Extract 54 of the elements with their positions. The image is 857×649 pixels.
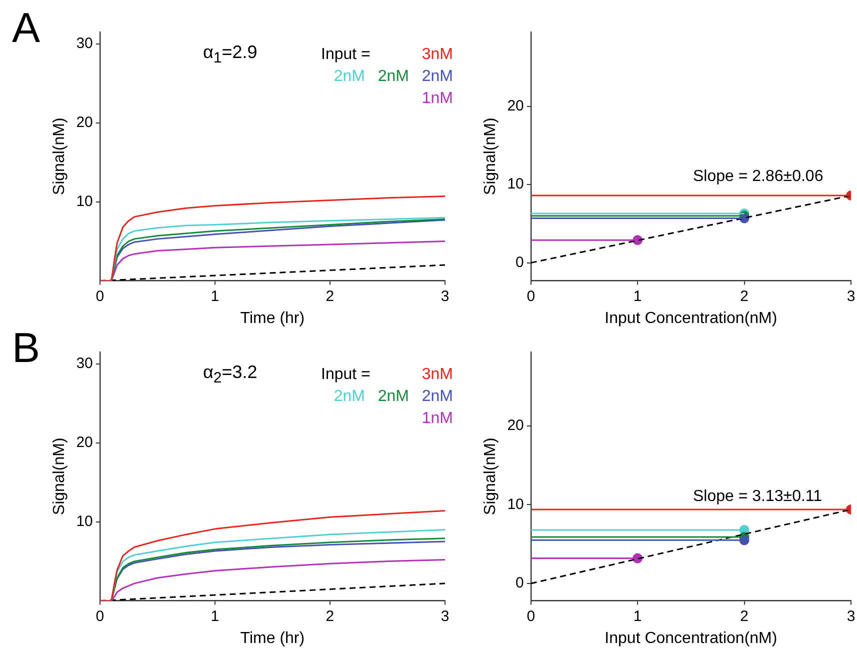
text: 3nM <box>420 45 453 65</box>
annotation: Slope = 3.13±0.11 <box>693 488 822 506</box>
text: 2nM <box>420 67 453 87</box>
x-axis-title: Time (hr) <box>240 310 305 327</box>
text: B <box>12 324 40 372</box>
y-tick-label: 20 <box>507 417 524 434</box>
y-tick-label: 0 <box>516 254 524 271</box>
x-tick-label: 0 <box>96 608 104 625</box>
x-tick-label: 0 <box>96 288 104 305</box>
y-axis-title: Signal(nM) <box>51 438 68 516</box>
annotation: α$_{2}$=3.2 <box>203 362 258 387</box>
y-tick-label: 10 <box>76 192 93 210</box>
text: 2nM <box>376 387 409 407</box>
y-tick-label: 10 <box>507 176 524 193</box>
x-tick-label: 1 <box>633 288 642 305</box>
text: 1nM <box>420 89 453 109</box>
x-tick-label: 2 <box>740 288 748 305</box>
y-tick-label: 0 <box>516 574 524 592</box>
x-tick-label: 0 <box>526 288 536 305</box>
text: 3nM <box>420 365 453 385</box>
legend-title: Input = <box>321 365 372 385</box>
y-tick-label: 10 <box>76 512 93 530</box>
text: 1nM <box>420 409 453 429</box>
text: 2nM <box>420 387 453 407</box>
annotation: Slope = 2.86±0.06 <box>693 168 824 186</box>
x-tick-label: 0 <box>526 608 536 625</box>
y-axis-title: Signal(nM) <box>482 118 500 196</box>
y-tick-label: 10 <box>507 496 524 513</box>
x-tick-label: 3 <box>846 608 856 625</box>
text: A <box>12 4 40 52</box>
y-axis-title: Signal(nM) <box>482 438 500 516</box>
x-tick-label: 3 <box>440 288 450 305</box>
y-tick-label: 20 <box>507 97 524 114</box>
text: 2nM <box>376 67 409 87</box>
x-axis-title: Time (hr) <box>240 630 305 647</box>
y-axis-title: Signal(nM) <box>51 118 68 196</box>
x-tick-label: 1 <box>210 288 220 305</box>
text: 2nM <box>332 387 365 407</box>
x-tick-label: 1 <box>210 608 220 625</box>
x-tick-label: 2 <box>740 608 748 625</box>
y-tick-label: 20 <box>76 114 93 131</box>
x-tick-label: 3 <box>440 608 450 625</box>
annotation: α$_{1}$=2.9 <box>203 42 258 67</box>
x-axis-title: Input Concentration(nM) <box>604 630 778 647</box>
legend-title: Input = <box>321 45 372 65</box>
text: 2nM <box>332 67 365 87</box>
x-tick-label: 1 <box>633 608 642 625</box>
x-tick-label: 3 <box>846 288 856 305</box>
x-tick-label: 2 <box>326 608 334 625</box>
y-tick-label: 30 <box>76 354 93 372</box>
x-tick-label: 2 <box>326 288 334 305</box>
y-tick-label: 30 <box>76 34 93 52</box>
y-tick-label: 20 <box>76 434 93 451</box>
x-axis-title: Input Concentration(nM) <box>604 310 778 327</box>
